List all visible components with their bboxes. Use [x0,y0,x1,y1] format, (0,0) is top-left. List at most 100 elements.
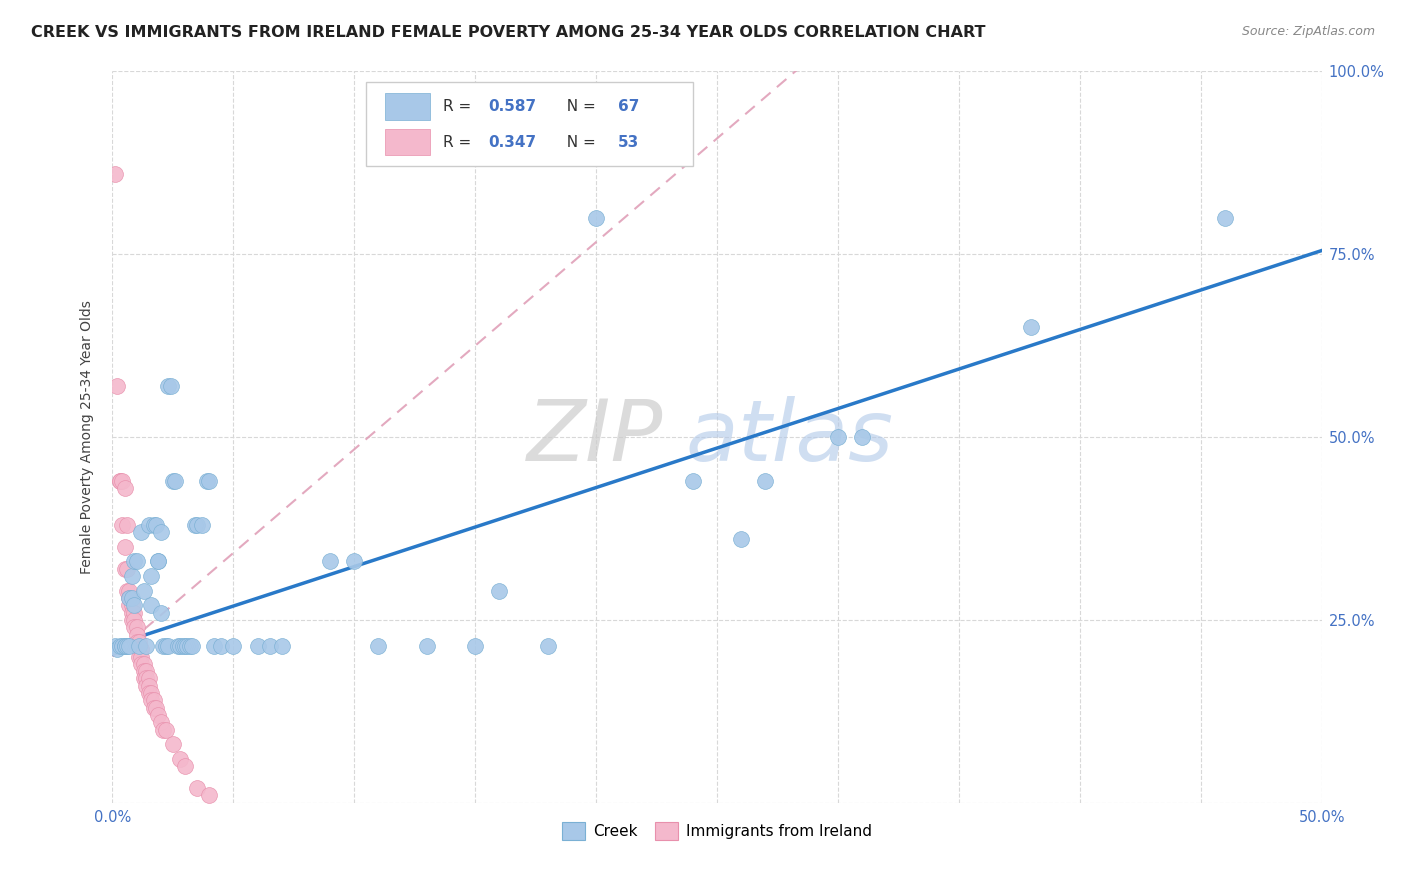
Point [104,639,127,653]
Point [131,642,153,657]
Point [131,649,153,664]
Point [132,664,155,678]
Point [104,167,127,181]
Point [851,430,873,444]
Point [128,649,150,664]
Point [186,517,208,532]
Point [198,789,221,803]
Point [114,639,136,653]
Text: atlas: atlas [686,395,894,479]
Point [149,525,172,540]
Point [176,639,198,653]
Point [115,639,138,653]
Point [122,606,145,620]
Point [270,639,292,653]
Point [121,591,143,605]
Point [135,664,157,678]
Point [118,591,141,605]
Point [162,474,184,488]
Point [111,517,134,532]
Text: Source: ZipAtlas.com: Source: ZipAtlas.com [1241,25,1375,38]
Point [122,599,145,613]
Point [222,639,245,653]
Point [162,737,184,751]
Point [152,639,174,653]
Point [118,599,141,613]
Point [166,639,188,653]
Point [198,474,221,488]
FancyBboxPatch shape [385,129,430,155]
Point [141,686,163,700]
Point [827,430,849,444]
Point [148,554,170,568]
Point [195,474,218,488]
Text: N =: N = [557,99,602,114]
Point [115,583,138,598]
Point [138,517,160,532]
Text: 0.587: 0.587 [488,99,537,114]
Point [135,639,157,653]
Point [149,715,172,730]
Point [319,554,342,568]
Point [537,639,560,653]
Point [367,639,389,653]
Point [148,554,170,568]
Point [730,533,752,547]
Point [118,639,141,653]
Point [682,474,704,488]
Point [114,481,136,495]
Point [111,474,134,488]
Point [118,583,141,598]
Point [125,620,148,634]
Point [115,517,138,532]
Point [157,639,180,653]
Point [125,627,148,641]
Point [108,474,131,488]
Point [174,759,197,773]
Point [155,639,177,653]
Point [141,693,163,707]
Point [172,639,194,653]
Point [141,599,163,613]
Point [125,554,148,568]
Point [585,211,607,225]
Point [142,517,165,532]
Point [128,635,150,649]
Legend: Creek, Immigrants from Ireland: Creek, Immigrants from Ireland [555,815,879,847]
Point [111,639,134,653]
Point [135,679,157,693]
Text: 53: 53 [617,135,640,150]
Point [259,639,281,653]
Text: R =: R = [443,135,475,150]
Point [122,620,145,634]
Point [209,639,232,653]
Point [108,639,131,653]
Text: 67: 67 [617,99,640,114]
Point [131,657,153,671]
Point [128,639,150,653]
Point [114,540,136,554]
Point [169,639,191,653]
Point [141,569,163,583]
Point [138,679,160,693]
Point [159,379,181,393]
Point [138,686,160,700]
Point [148,708,170,723]
Point [202,639,225,653]
Point [132,672,155,686]
Point [186,781,208,796]
Point [108,474,131,488]
Point [343,554,366,568]
Point [121,569,143,583]
Point [132,657,155,671]
FancyBboxPatch shape [385,94,430,120]
Point [145,700,167,714]
Point [183,517,205,532]
Point [138,672,160,686]
Text: R =: R = [443,99,475,114]
Point [246,639,269,653]
Point [135,672,157,686]
FancyBboxPatch shape [367,82,693,167]
Text: CREEK VS IMMIGRANTS FROM IRELAND FEMALE POVERTY AMONG 25-34 YEAR OLDS CORRELATIO: CREEK VS IMMIGRANTS FROM IRELAND FEMALE … [31,25,986,40]
Point [754,474,776,488]
